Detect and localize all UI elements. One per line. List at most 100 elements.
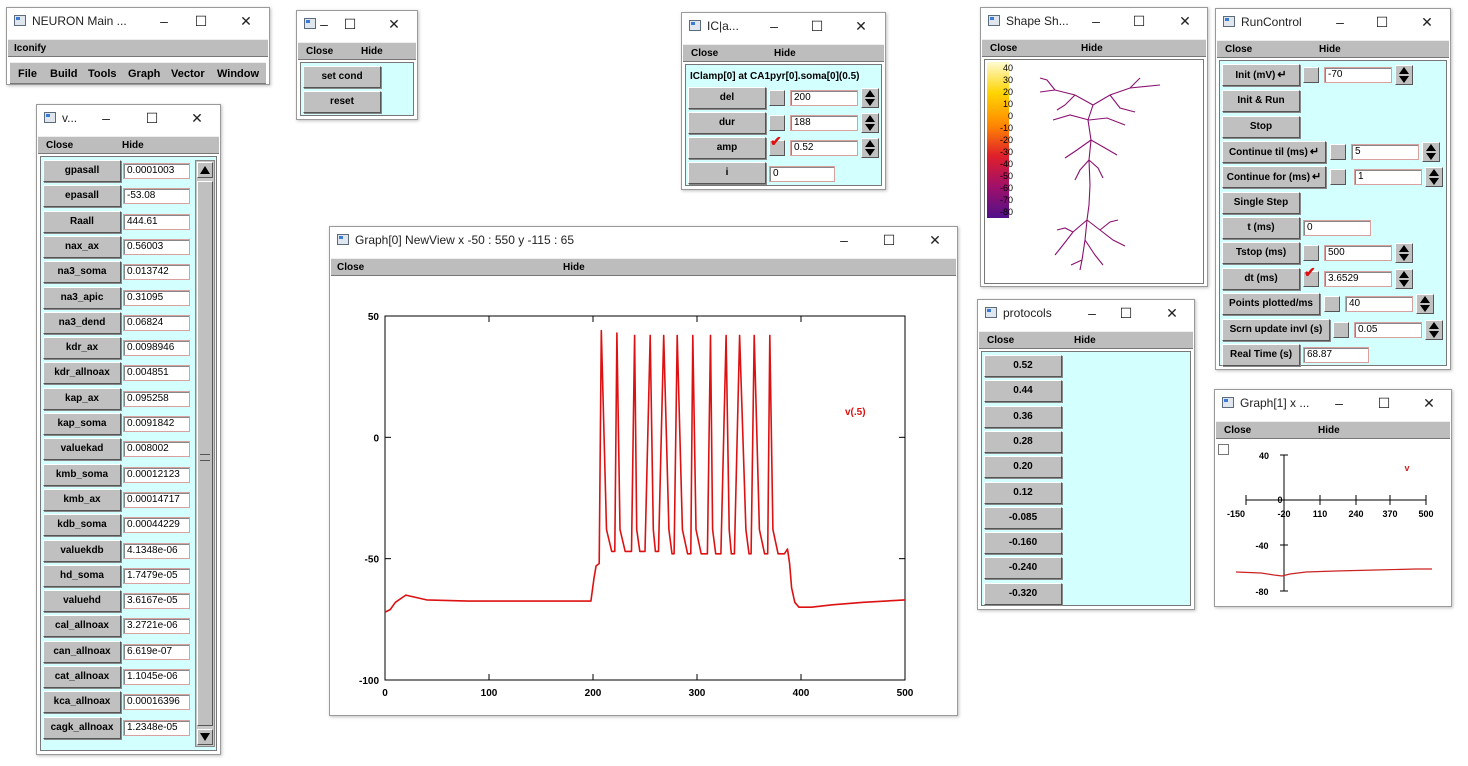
scroll-thumb[interactable] [197,181,213,726]
param-button[interactable]: kdr_allnoax [43,362,121,385]
minimize-icon[interactable]: – [320,16,328,32]
hide-button[interactable]: Hide [1074,335,1096,346]
param-field[interactable]: 0.013742 [123,264,190,281]
points-plotted-checkbox[interactable] [1324,296,1340,312]
maximize-icon[interactable]: ☐ [882,232,896,248]
init-run-button[interactable]: Init & Run [1222,90,1300,112]
scrollbar[interactable] [195,160,215,747]
param-field[interactable]: 3.2721e-06 [123,618,190,635]
hide-button[interactable]: Hide [774,48,796,59]
param-button[interactable]: cat_allnoax [43,666,121,688]
scrn-update-stepper[interactable] [1425,320,1443,340]
param-button[interactable]: na3_apic [43,286,121,309]
close-icon[interactable]: ✕ [1166,305,1178,321]
menu-tools[interactable]: Tools [88,68,117,80]
points-plotted-field[interactable]: 40 [1345,296,1413,312]
protocol-button[interactable]: 0.44 [984,380,1062,403]
maximize-icon[interactable]: ☐ [1119,305,1133,321]
param-button[interactable]: kmb_soma [43,463,121,486]
param-button[interactable]: cagk_allnoax [43,716,121,739]
dur-button[interactable]: dur [688,112,766,134]
init-stepper[interactable] [1395,65,1413,85]
protocol-button[interactable]: 0.28 [984,430,1062,453]
param-field[interactable]: -53.08 [123,188,190,205]
close-button[interactable]: Close [987,335,1015,346]
dt-field[interactable]: 3.6529 [1324,271,1392,287]
param-field[interactable]: 0.00044229 [123,517,190,534]
menu-window[interactable]: Window [217,68,260,80]
minimize-icon[interactable]: – [770,18,778,34]
points-plotted-stepper[interactable] [1416,294,1434,314]
hide-button[interactable]: Hide [122,140,144,151]
param-button[interactable]: gpasall [43,160,121,182]
protocol-button[interactable]: 0.20 [984,456,1062,479]
close-button[interactable]: Close [990,43,1018,54]
hide-button[interactable]: Hide [1081,43,1103,54]
close-button[interactable]: Close [1224,425,1252,436]
continue-for-button[interactable]: Continue for (ms) ↵ [1222,166,1326,188]
tstop-button[interactable]: Tstop (ms) [1222,242,1300,264]
points-plotted-button[interactable]: Points plotted/ms [1222,293,1320,315]
amp-button[interactable]: amp [688,137,766,159]
close-icon[interactable]: ✕ [1179,13,1191,29]
maximize-icon[interactable]: ☐ [1132,13,1146,29]
set-cond-button[interactable]: set cond [303,66,381,88]
protocol-button[interactable]: -0.085 [984,506,1062,529]
close-button[interactable]: Close [1225,44,1253,55]
protocol-button[interactable]: -0.160 [984,532,1062,555]
maximize-icon[interactable]: ☐ [1375,14,1389,30]
tstop-stepper[interactable] [1395,243,1413,263]
protocol-button[interactable]: -0.320 [984,582,1062,605]
close-button[interactable]: Close [46,140,74,151]
param-field[interactable]: 6.619e-07 [123,643,190,660]
single-step-button[interactable]: Single Step [1222,192,1300,214]
param-button[interactable]: kap_ax [43,387,121,410]
shape-canvas[interactable]: 40 30 20 10 0 -10 -20 -30 -40 -50 -60 -7… [984,59,1204,284]
minimize-icon[interactable]: – [102,110,110,126]
param-button[interactable]: na3_dend [43,311,121,334]
menu-build[interactable]: Build [50,68,78,80]
menu-graph[interactable]: Graph [128,68,161,80]
hide-button[interactable]: Hide [1318,425,1340,436]
init-checkbox[interactable] [1303,67,1319,83]
close-button[interactable]: Close [337,262,365,273]
minimize-icon[interactable]: – [840,232,848,248]
iconify-button[interactable]: Iconify [14,43,47,54]
amp-field[interactable]: 0.52 [790,140,858,156]
amp-stepper[interactable] [861,138,879,158]
param-field[interactable]: 0.095258 [123,390,190,407]
dt-stepper[interactable] [1395,269,1413,289]
param-button[interactable]: can_allnoax [43,640,121,663]
close-icon[interactable]: ✕ [1423,395,1435,411]
param-field[interactable]: 0.008002 [123,441,190,458]
param-button[interactable]: valuehd [43,590,121,613]
param-field[interactable]: 1.1045e-06 [123,669,190,685]
menu-vector[interactable]: Vector [171,68,205,80]
param-field[interactable]: 0.31095 [123,289,190,306]
iconify-bar[interactable]: Iconify [8,39,268,57]
dt-button[interactable]: dt (ms) [1222,268,1300,290]
close-icon[interactable]: ✕ [388,16,400,32]
param-button[interactable]: hd_soma [43,564,121,587]
param-field[interactable]: 0.00016396 [123,694,190,711]
maximize-icon[interactable]: ☐ [194,13,208,29]
continue-for-field[interactable]: 1 [1354,169,1422,185]
dur-field[interactable]: 188 [790,115,858,131]
scrn-update-field[interactable]: 0.05 [1354,322,1422,338]
close-icon[interactable]: ✕ [191,110,203,126]
hide-button[interactable]: Hide [563,262,585,273]
param-button[interactable]: valuekad [43,438,121,461]
dur-stepper[interactable] [861,113,879,133]
t-button[interactable]: t (ms) [1222,217,1300,239]
param-button[interactable]: kap_soma [43,413,121,435]
minimize-icon[interactable]: – [1335,395,1343,411]
minimize-icon[interactable]: – [1336,14,1344,30]
close-button[interactable]: Close [691,48,719,59]
scroll-down-arrow-icon[interactable] [197,729,213,745]
param-button[interactable]: Raall [43,210,121,233]
dt-checkbox[interactable] [1303,271,1319,287]
minimize-icon[interactable]: – [160,13,168,29]
close-button[interactable]: Close [306,46,334,57]
continue-for-checkbox[interactable] [1330,169,1346,185]
del-button[interactable]: del [688,87,766,109]
